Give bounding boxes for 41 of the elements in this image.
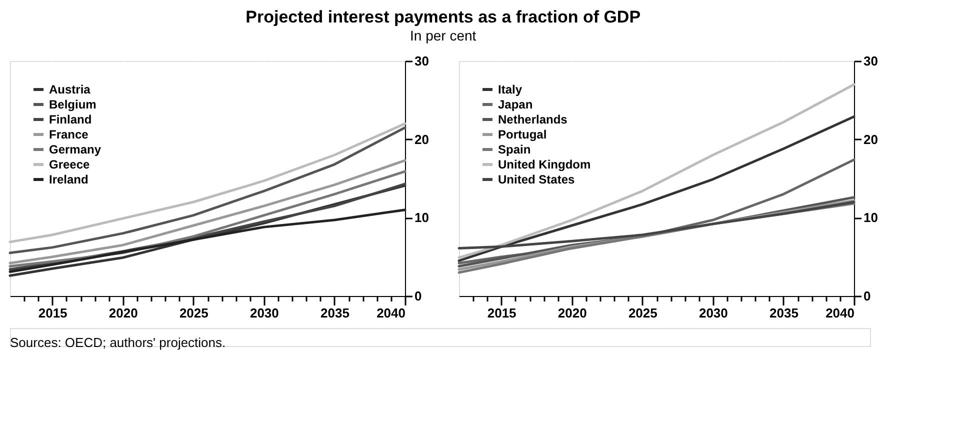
x-tick-label: 2040 [376,306,406,320]
line-series [458,83,856,259]
y-tick-label: 10 [414,210,429,226]
x-tick-label: 2030 [698,306,728,320]
x-tick-label: 2025 [179,306,208,320]
legend-label: United States [498,172,576,186]
line-series [8,208,406,273]
legend-label: France [49,128,89,142]
legend-label: Finland [49,112,92,126]
y-tick-label: 30 [414,54,429,68]
x-tick-label: 2035 [770,306,798,320]
x-tick-label: 2030 [250,306,279,320]
text: In per cent [410,28,476,44]
line-series [458,200,856,250]
y-tick-label: 0 [414,288,422,304]
y-tick-label: 20 [864,132,878,147]
legend-label: Belgium [49,98,96,112]
legend-label: Italy [498,82,522,96]
x-tick-label: 2015 [487,306,516,320]
y-tick-label: 30 [864,54,878,68]
text: Projected interest payments as a fraction of GDP [246,8,641,26]
x-tick-label: 2040 [826,306,854,320]
x-tick-label: 2015 [38,306,68,320]
x-tick-label: 2020 [558,306,587,320]
legend-label: Portugal [498,128,547,142]
source-note: Sources: OECD; authors' projections. [10,335,226,350]
line-series [458,115,856,262]
x-tick-label: 2025 [628,306,658,320]
y-tick-label: 20 [414,132,429,147]
x-tick-label: 2035 [320,306,350,320]
legend-label: Greece [49,158,90,172]
legend-label: Austria [49,82,91,96]
legend-label: Ireland [49,172,88,186]
legend-label: Japan [498,98,533,112]
legend-label: United Kingdom [498,158,591,172]
y-tick-label: 0 [864,288,871,304]
legend-label: Germany [49,142,102,156]
x-tick-label: 2020 [108,306,138,320]
legend-label: Netherlands [498,112,568,126]
legend-label: Spain [498,142,531,156]
y-tick-label: 10 [864,210,878,226]
